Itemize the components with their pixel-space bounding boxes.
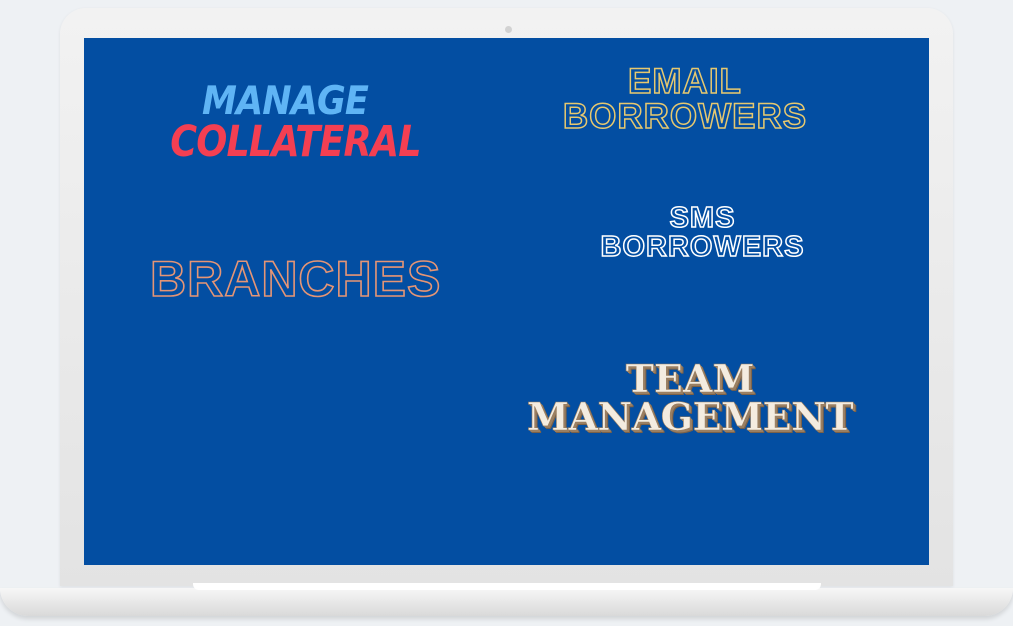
email-borrowers-heading: EMAIL BORROWERS	[540, 62, 830, 136]
team-management-heading: TEAM MANAGEMENT	[490, 356, 890, 439]
laptop-base	[0, 588, 1013, 616]
email-borrowers-label: BORROWERS	[562, 97, 808, 136]
manage-collateral-heading: MANAGE COLLATERAL	[150, 79, 421, 167]
sms-borrowers-heading: SMS BORROWERS	[570, 202, 835, 263]
collateral-label: COLLATERAL	[170, 117, 421, 167]
manage-label: MANAGE	[201, 79, 369, 124]
webcam-icon	[505, 26, 512, 33]
laptop-screen	[84, 38, 929, 565]
management-label: MANAGEMENT	[526, 394, 854, 439]
team-label: TEAM	[625, 356, 755, 401]
laptop-hinge	[193, 583, 821, 590]
sms-borrowers-label: BORROWERS	[600, 231, 805, 263]
sms-label: SMS	[669, 202, 736, 234]
branches-heading: BRANCHES	[149, 251, 442, 307]
email-label: EMAIL	[627, 62, 742, 101]
